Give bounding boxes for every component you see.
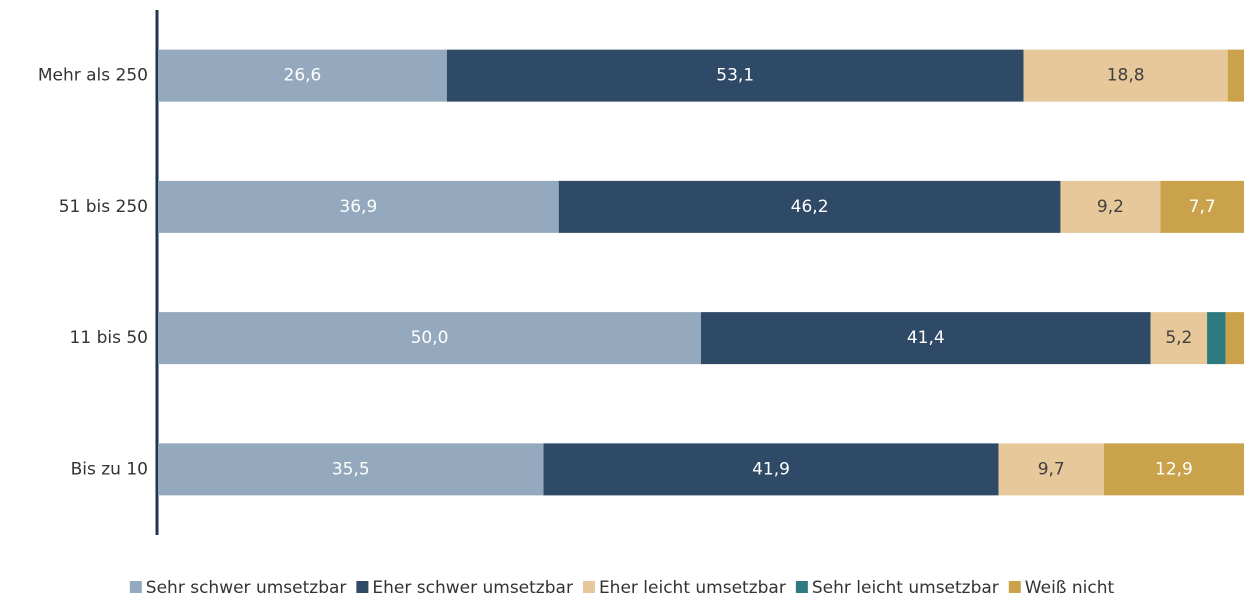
bar-segment <box>158 49 447 102</box>
data-label: 53,1 <box>716 66 754 86</box>
bar-segment <box>1103 443 1244 496</box>
legend-label: Sehr leicht umsetzbar <box>812 578 999 598</box>
bar-segment <box>1227 49 1244 102</box>
data-label: 41,9 <box>752 459 790 479</box>
y-tick-label: Bis zu 10 <box>71 459 148 479</box>
bar-segment <box>543 443 999 496</box>
data-label: 35,5 <box>332 459 370 479</box>
bar-segment <box>701 312 1151 365</box>
data-label: 26,6 <box>284 66 322 86</box>
legend-label: Weiß nicht <box>1025 578 1115 598</box>
data-label: 12,9 <box>1155 459 1193 479</box>
bar-segment <box>998 443 1104 496</box>
bar-segment <box>1023 49 1228 102</box>
bar-segment <box>1207 312 1226 365</box>
data-label: 41,4 <box>907 328 945 348</box>
legend-swatch <box>129 581 142 593</box>
bar-segment <box>1160 180 1244 233</box>
data-label: 18,8 <box>1107 66 1145 86</box>
legend-label: Eher schwer umsetzbar <box>372 578 573 598</box>
legend-swatch <box>356 581 369 593</box>
legend-swatch <box>582 581 595 593</box>
data-label: 36,9 <box>339 197 377 217</box>
y-tick-label: Mehr als 250 <box>38 66 148 86</box>
data-label: 50,0 <box>411 328 449 348</box>
data-label: 5,2 <box>1165 328 1192 348</box>
legend-swatch <box>795 581 808 593</box>
bar-segment <box>558 180 1061 233</box>
bar-segment <box>158 180 559 233</box>
data-label: 46,2 <box>791 197 829 217</box>
bar-segment <box>158 443 544 496</box>
y-tick-label: 11 bis 50 <box>70 328 148 348</box>
data-label: 9,2 <box>1097 197 1124 217</box>
bar-segment <box>1060 180 1161 233</box>
bar-segment <box>446 49 1024 102</box>
bar-segment <box>1225 312 1244 365</box>
legend-swatch <box>1008 581 1021 593</box>
y-tick-label: 51 bis 250 <box>59 197 148 217</box>
bar-segment <box>1150 312 1208 365</box>
legend-label: Sehr schwer umsetzbar <box>146 578 347 598</box>
data-label: 7,7 <box>1189 197 1216 217</box>
bar-segment <box>158 312 701 365</box>
data-label: 9,7 <box>1038 459 1065 479</box>
legend-label: Eher leicht umsetzbar <box>599 578 786 598</box>
